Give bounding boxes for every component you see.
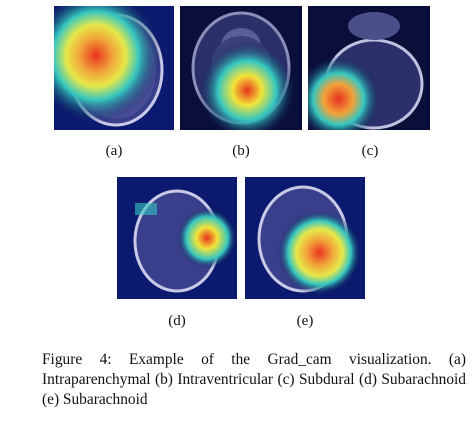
panel-label-a: (a)	[105, 143, 123, 159]
gradcam-image-b	[180, 6, 302, 130]
gradcam-image-e	[245, 177, 365, 299]
panel-label-c: (c)	[361, 143, 379, 159]
gradcam-image-d	[117, 177, 237, 299]
panel-label-b: (b)	[232, 143, 250, 159]
figure-caption: Figure 4: Example of the Grad_cam visual…	[42, 351, 466, 408]
panel-label-d: (d)	[168, 313, 186, 329]
gradcam-image-a	[54, 6, 174, 130]
panel-label-e: (e)	[296, 313, 314, 329]
gradcam-image-c	[308, 6, 430, 130]
